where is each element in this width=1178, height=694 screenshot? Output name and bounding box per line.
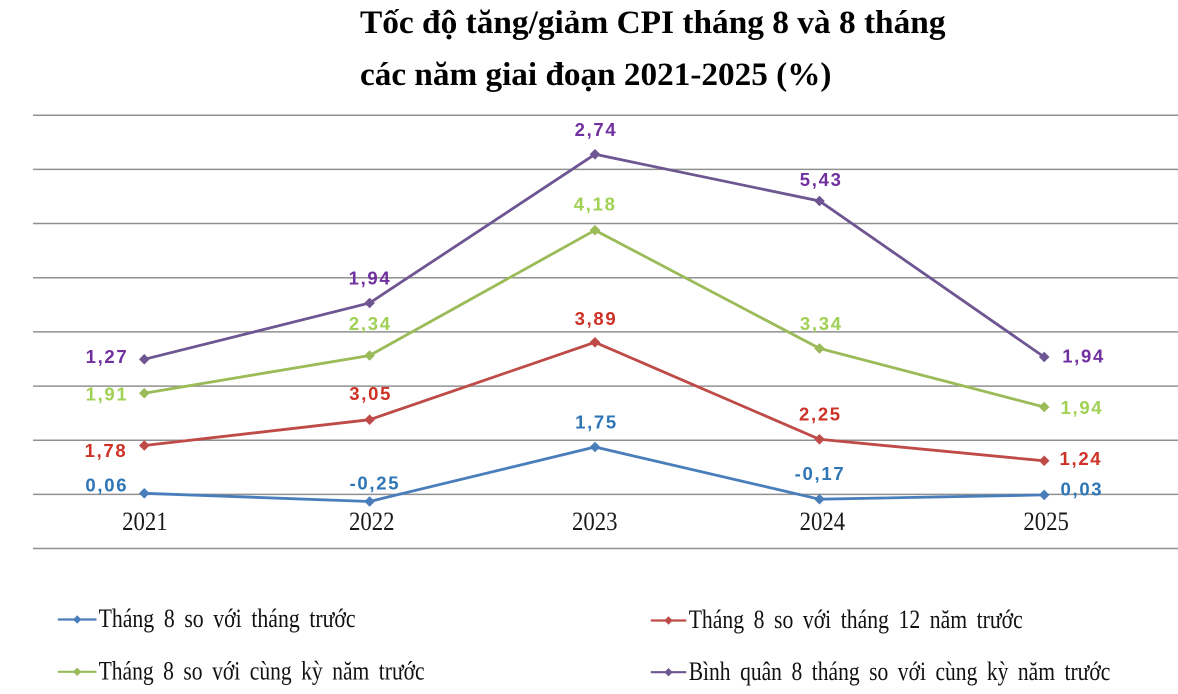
svg-text:Tháng 8 so với tháng trước: Tháng 8 so với tháng trước bbox=[99, 604, 356, 633]
svg-text:1,94: 1,94 bbox=[1060, 397, 1103, 418]
svg-text:1,94: 1,94 bbox=[349, 267, 392, 288]
svg-text:2024: 2024 bbox=[800, 507, 846, 536]
svg-text:Tháng 8 so với tháng 12 năm: Tháng 8 so với tháng 12 năm trước bbox=[689, 605, 1023, 634]
svg-text:4,18: 4,18 bbox=[574, 194, 617, 215]
svg-text:các năm giai đoạn 2021-2025 (%: các năm giai đoạn 2021-2025 (%) bbox=[360, 57, 832, 93]
svg-text:-0,17: -0,17 bbox=[795, 463, 846, 484]
svg-text:2022: 2022 bbox=[349, 507, 395, 536]
svg-text:3,05: 3,05 bbox=[349, 383, 392, 404]
svg-text:2,25: 2,25 bbox=[799, 403, 842, 424]
svg-text:-0,25: -0,25 bbox=[350, 472, 401, 493]
svg-text:Bình quân 8 tháng so với c: Bình quân 8 tháng so với cùng kỳ năm trư… bbox=[689, 657, 1111, 686]
svg-text:1,94: 1,94 bbox=[1062, 346, 1105, 367]
svg-text:3,89: 3,89 bbox=[575, 308, 618, 329]
svg-text:2025: 2025 bbox=[1023, 507, 1069, 536]
svg-text:2021: 2021 bbox=[122, 507, 168, 536]
svg-text:1,24: 1,24 bbox=[1059, 448, 1102, 469]
svg-text:2,74: 2,74 bbox=[575, 119, 618, 140]
svg-text:1,27: 1,27 bbox=[86, 346, 129, 367]
svg-text:Tốc độ tăng/giảm CPI tháng 8 v: Tốc độ tăng/giảm CPI tháng 8 và 8 tháng bbox=[360, 5, 946, 41]
svg-text:1,75: 1,75 bbox=[575, 412, 618, 433]
svg-text:5,43: 5,43 bbox=[800, 169, 843, 190]
svg-text:3,34: 3,34 bbox=[800, 313, 843, 334]
svg-text:Tháng 8 so với cùng kỳ năm: Tháng 8 so với cùng kỳ năm trước bbox=[99, 657, 425, 686]
svg-text:2023: 2023 bbox=[572, 507, 618, 536]
svg-text:2,34: 2,34 bbox=[349, 313, 392, 334]
svg-text:1,78: 1,78 bbox=[85, 440, 128, 461]
svg-text:1,91: 1,91 bbox=[86, 384, 129, 405]
svg-text:0,06: 0,06 bbox=[85, 475, 128, 496]
svg-text:0,03: 0,03 bbox=[1060, 478, 1103, 499]
